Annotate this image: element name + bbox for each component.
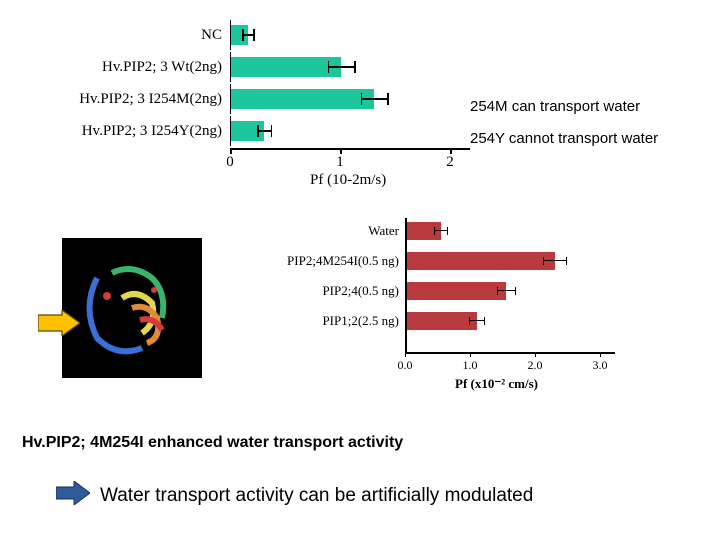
bottom-bar <box>405 282 506 300</box>
bottom-tick-label: 3.0 <box>593 358 608 373</box>
yellow-arrow-icon <box>38 310 80 336</box>
top-bar-area <box>230 20 470 50</box>
top-tick-label: 1 <box>336 154 344 171</box>
annotation-254y: 254Y cannot transport water <box>470 130 658 147</box>
bottom-bar <box>405 312 477 330</box>
top-tick-label: 2 <box>446 154 454 171</box>
bottom-bar-row: Water <box>230 218 630 244</box>
protein-structure-image <box>62 238 202 378</box>
top-bar-row: NC <box>20 20 700 50</box>
bottom-bar-row: PIP1;2(2.5 ng) <box>230 308 630 334</box>
top-bar <box>231 57 341 77</box>
bottom-bar <box>405 222 441 240</box>
bottom-bar-area <box>405 218 615 244</box>
bottom-tick-label: 2.0 <box>528 358 543 373</box>
bottom-tick-label: 1.0 <box>463 358 478 373</box>
conclusion-text-1: Hv.PIP2; 4M254I enhanced water transport… <box>22 434 403 452</box>
top-bar-row: Hv.PIP2; 3 Wt(2ng) <box>20 52 700 82</box>
top-bar-area <box>230 116 470 146</box>
bottom-bar-area <box>405 248 615 274</box>
top-bar-area <box>230 84 470 114</box>
top-bar-label: NC <box>20 27 230 44</box>
bottom-x-axis-title: Pf (x10⁻² cm/s) <box>455 376 538 392</box>
top-bar-label: Hv.PIP2; 3 Wt(2ng) <box>20 59 230 76</box>
bottom-bar-label: Water <box>230 223 405 239</box>
top-tick-label: 0 <box>226 154 234 171</box>
bottom-bar-area <box>405 308 615 334</box>
top-bar-label: Hv.PIP2; 3 I254Y(2ng) <box>20 123 230 140</box>
bottom-bar-label: PIP2;4(0.5 ng) <box>230 283 405 299</box>
bottom-bar-label: PIP1;2(2.5 ng) <box>230 313 405 329</box>
conclusion-arrow-icon <box>56 481 90 505</box>
conclusion-text-2: Water transport activity can be artifici… <box>100 485 533 507</box>
bottom-bar <box>405 252 555 270</box>
top-bar <box>231 89 374 109</box>
bottom-y-axis <box>405 218 407 352</box>
bottom-x-axis <box>405 352 615 354</box>
top-bar-area <box>230 52 470 82</box>
bottom-bar-area <box>405 278 615 304</box>
top-x-axis <box>230 148 470 150</box>
annotation-254m: 254M can transport water <box>470 98 640 115</box>
bottom-bar-row: PIP2;4M254I(0.5 ng) <box>230 248 630 274</box>
top-x-axis-title: Pf (10-2m/s) <box>310 172 386 189</box>
bottom-tick-label: 0.0 <box>398 358 413 373</box>
bottom-bar-row: PIP2;4(0.5 ng) <box>230 278 630 304</box>
bottom-bar-chart: Water PIP2;4M254I(0.5 ng) PIP2;4(0.5 ng) PI… <box>230 218 630 408</box>
top-bar-label: Hv.PIP2; 3 I254M(2ng) <box>20 91 230 108</box>
bottom-bar-label: PIP2;4M254I(0.5 ng) <box>230 253 405 269</box>
